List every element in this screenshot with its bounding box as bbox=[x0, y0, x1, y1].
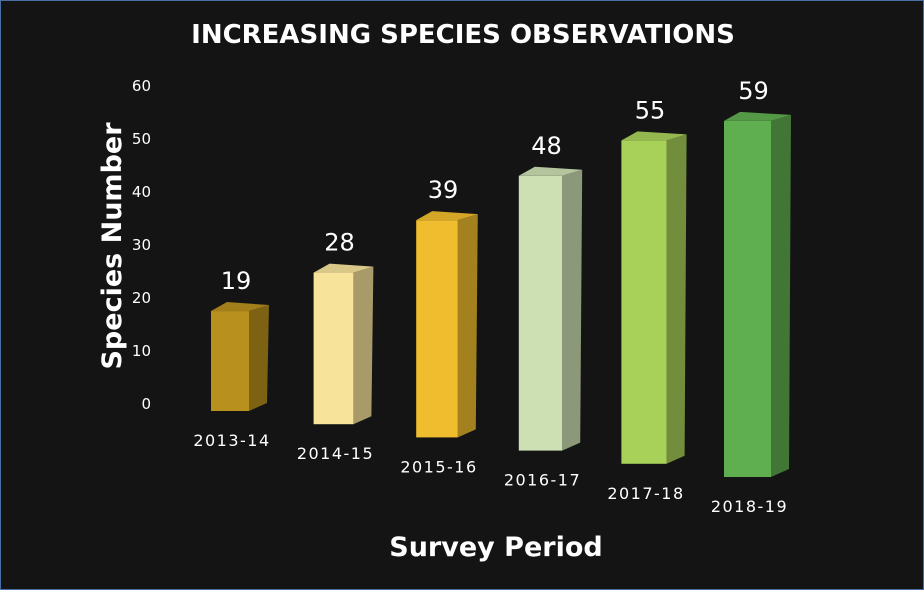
bar-front bbox=[416, 220, 458, 438]
value-label: 59 bbox=[738, 77, 769, 105]
bar-top bbox=[211, 302, 269, 312]
category-label: 2017-18 bbox=[607, 484, 684, 503]
bar-front bbox=[518, 175, 563, 451]
bar-2016-17: 48 2016-17 bbox=[504, 132, 583, 490]
bar-2017-18: 55 2017-18 bbox=[607, 96, 687, 503]
category-label: 2015-16 bbox=[400, 457, 477, 476]
bar-2013-14: 19 2013-14 bbox=[193, 267, 270, 450]
bar-top bbox=[724, 111, 791, 121]
bar-front bbox=[211, 311, 249, 411]
category-label: 2018-19 bbox=[711, 497, 788, 516]
value-label: 39 bbox=[428, 176, 459, 204]
bar-side bbox=[562, 169, 583, 451]
bar-top bbox=[416, 211, 478, 221]
bar-side bbox=[666, 134, 687, 464]
bar-2018-19: 59 2018-19 bbox=[711, 77, 791, 516]
bar-front bbox=[313, 272, 354, 425]
value-label: 19 bbox=[221, 267, 252, 295]
y-tick-label: 20 bbox=[132, 289, 151, 307]
bar-2014-15: 28 2014-15 bbox=[297, 229, 374, 463]
x-axis-title: Survey Period bbox=[389, 532, 602, 563]
bar-front bbox=[724, 120, 771, 477]
y-tick-label: 40 bbox=[132, 183, 151, 201]
y-axis-title: Species Number bbox=[97, 122, 128, 370]
category-label: 2016-17 bbox=[504, 471, 581, 490]
bar-top bbox=[518, 166, 583, 176]
bar-side bbox=[457, 214, 478, 438]
bar-2015-16: 39 2015-16 bbox=[400, 176, 478, 476]
y-tick-label: 10 bbox=[132, 342, 151, 360]
bar-front bbox=[621, 140, 667, 464]
value-label: 28 bbox=[324, 229, 355, 257]
y-tick-label: 60 bbox=[132, 77, 151, 95]
y-tick-label: 50 bbox=[132, 130, 151, 148]
bar-side bbox=[249, 305, 269, 411]
value-label: 55 bbox=[635, 96, 666, 124]
bar-side bbox=[353, 266, 374, 425]
value-label: 48 bbox=[531, 132, 562, 160]
category-label: 2013-14 bbox=[193, 431, 270, 450]
bar-side bbox=[771, 114, 791, 477]
bar-top bbox=[313, 263, 374, 273]
chart-title: INCREASING SPECIES OBSERVATIONS bbox=[191, 20, 735, 50]
category-label: 2014-15 bbox=[297, 444, 374, 463]
y-tick-label: 30 bbox=[132, 236, 151, 254]
bar-top bbox=[621, 131, 687, 141]
y-tick-label: 0 bbox=[141, 395, 151, 413]
